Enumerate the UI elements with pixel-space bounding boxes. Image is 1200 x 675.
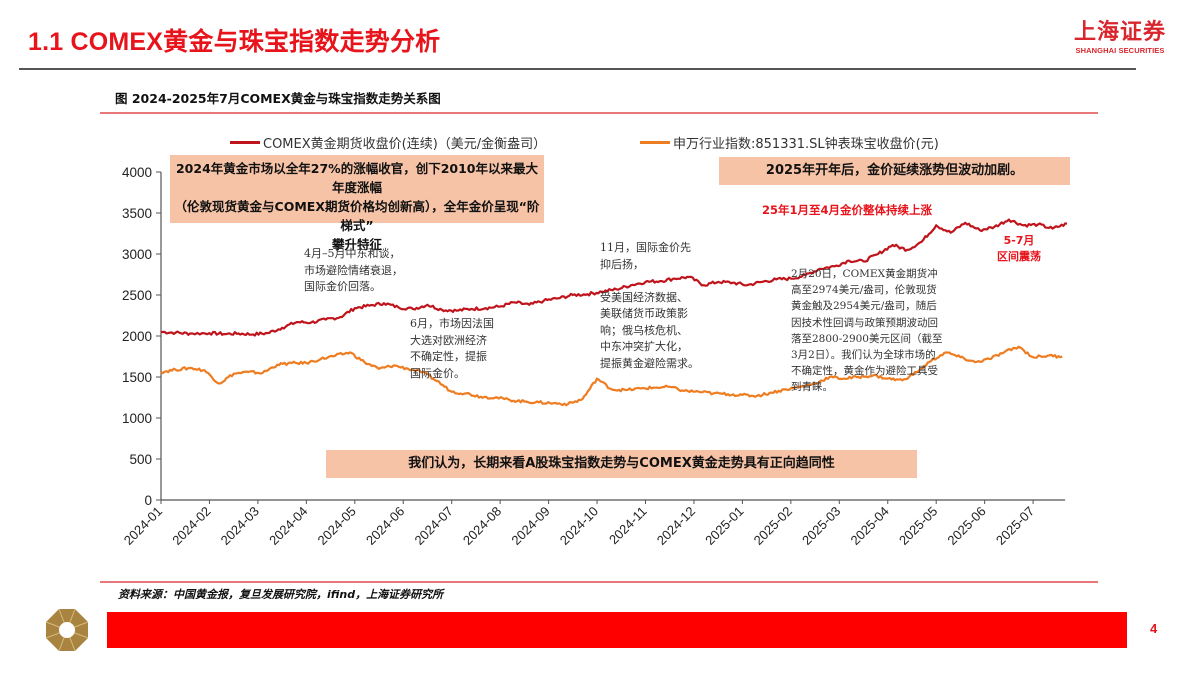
brand-name-en: SHANGHAI SECURITIES <box>1075 46 1165 55</box>
x-tick-label: 2025-01 <box>702 504 746 548</box>
x-tick-label: 2025-06 <box>944 504 988 548</box>
x-tick-label: 2024-11 <box>606 504 650 548</box>
note-2024-line: （伦敦现货黄金与COMEX期货价格均创新高），全年金价呈现“阶梯式” <box>174 199 540 233</box>
legend-label-gold: COMEX黄金期货收盘价(连续)（美元/金衡盎司） <box>263 137 547 152</box>
y-tick-label: 500 <box>129 452 152 467</box>
company-logo-icon <box>45 608 89 652</box>
jewelry-index-line <box>160 345 1063 407</box>
brand-logo: 上海证券 SHANGHAI SECURITIES <box>1074 20 1166 55</box>
y-tick-label: 3000 <box>122 247 152 262</box>
y-tick-label: 1000 <box>122 411 152 426</box>
annotation-may-jul-2025: 5-7月 区间震荡 <box>997 234 1041 263</box>
annotation-november: 11月，国际金价先 抑后扬， 受美国经济数据、 美联储货币政策影 响；俄乌核危机… <box>600 241 699 370</box>
figure-source: 资料来源：中国黄金报，复旦发展研究院，ifind，上海证券研究所 <box>118 588 444 601</box>
legend-swatch-gold <box>230 141 260 144</box>
figure-top-rule <box>100 112 1098 114</box>
x-tick-label: 2024-01 <box>121 504 165 548</box>
y-tick-label: 1500 <box>122 370 152 385</box>
slide-title: 1.1 COMEX黄金与珠宝指数走势分析 <box>28 28 441 56</box>
gold-price-line <box>160 218 1068 337</box>
annotation-feb-20: 2月20日，COMEX黄金期货冲 高至2974美元/盎司，伦敦现货 黄金触及29… <box>791 268 943 394</box>
y-tick-label: 4000 <box>122 165 152 180</box>
x-tick-label: 2024-08 <box>460 504 504 548</box>
note-box-2024: 2024年黄金市场以全年27%的涨幅收官，创下2010年以来最大年度涨幅 （伦敦现… <box>170 155 544 252</box>
note-box-2025: 2025年开年后，金价延续涨势但波动加剧。 <box>719 157 1070 185</box>
y-tick-label: 3500 <box>122 206 152 221</box>
page-number: 4 <box>1150 621 1158 636</box>
x-tick-label: 2025-03 <box>799 504 843 548</box>
note-box-conclusion: 我们认为，长期来看A股珠宝指数走势与COMEX黄金走势具有正向趋同性 <box>326 450 917 478</box>
note-2024-text: 2024年黄金市场以全年27%的涨幅收官，创下2010年以来最大年度涨幅 （伦敦现… <box>170 159 544 254</box>
note-2024-line: 2024年黄金市场以全年27%的涨幅收官，创下2010年以来最大年度涨幅 <box>175 161 538 195</box>
x-tick-label: 2024-09 <box>508 504 552 548</box>
x-tick-label: 2024-06 <box>363 504 407 548</box>
figure-bottom-rule <box>100 581 1098 583</box>
x-tick-label: 2024-07 <box>411 504 455 548</box>
x-tick-label: 2024-02 <box>169 504 213 548</box>
legend-swatch-jewelry <box>640 141 670 144</box>
x-tick-label: 2024-03 <box>218 504 262 548</box>
x-tick-label: 2024-04 <box>266 504 310 548</box>
x-tick-label: 2024-05 <box>315 504 359 548</box>
annotation-jan-apr-2025: 25年1月至4月金价整体持续上涨 <box>762 203 933 217</box>
x-tick-label: 2025-02 <box>751 504 795 548</box>
footer-bar <box>107 612 1127 648</box>
y-tick-label: 2000 <box>122 329 152 344</box>
annotation-apr-may: 4月–5月中东和谈， 市场避险情绪衰退， 国际金价回落。 <box>304 247 403 293</box>
brand-name-cn: 上海证券 <box>1073 20 1166 45</box>
x-tick-label: 2025-04 <box>848 504 892 548</box>
legend-item-jewelry: 申万行业指数:851331.SL钟表珠宝收盘价(元) <box>640 133 939 152</box>
x-tick-label: 2025-05 <box>896 504 940 548</box>
legend-item-gold: COMEX黄金期货收盘价(连续)（美元/金衡盎司） <box>230 133 546 152</box>
x-tick-label: 2024-10 <box>557 504 601 548</box>
annotation-june: 6月，市场因法国 大选对欧洲经济 不确定性，提振 国际金价。 <box>410 317 494 380</box>
note-2024-line: 攀升特征 <box>331 237 382 252</box>
x-tick-label: 2025-07 <box>993 504 1037 548</box>
chart-series <box>160 218 1068 407</box>
y-tick-label: 2500 <box>122 288 152 303</box>
header-divider <box>19 68 1136 70</box>
figure-title: 图 2024-2025年7月COMEX黄金与珠宝指数走势关系图 <box>115 91 441 106</box>
y-tick-label: 0 <box>144 493 152 508</box>
x-tick-label: 2024-12 <box>654 504 698 548</box>
legend-label-jewelry: 申万行业指数:851331.SL钟表珠宝收盘价(元) <box>673 137 939 152</box>
